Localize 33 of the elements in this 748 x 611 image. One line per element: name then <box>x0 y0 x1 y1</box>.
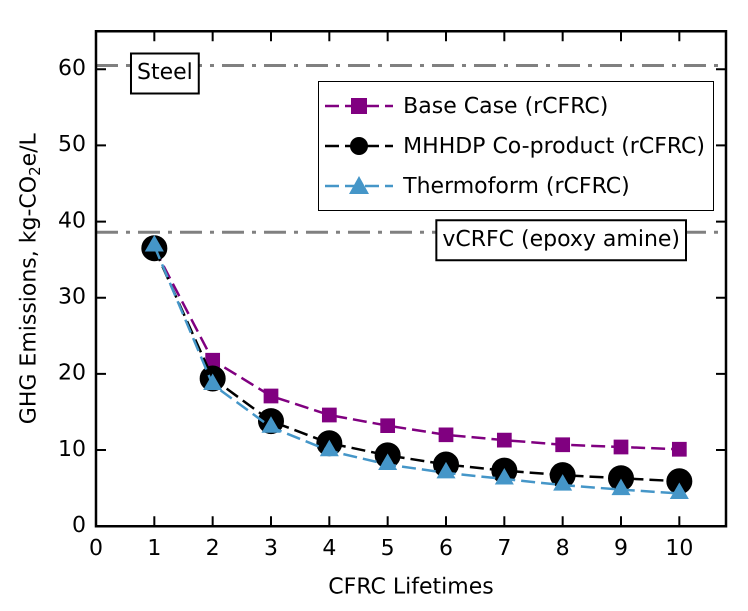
y-tick-label: 40 <box>58 208 86 234</box>
x-axis-title: CFRC Lifetimes <box>328 574 494 600</box>
x-tick-label: 9 <box>614 536 628 562</box>
x-tick-label: 8 <box>556 536 570 562</box>
y-tick-label: 30 <box>58 284 86 310</box>
y-tick-label: 50 <box>58 132 86 158</box>
x-tick-label: 3 <box>264 536 278 562</box>
y-tick-label: 0 <box>72 512 86 538</box>
y-tick-label: 60 <box>58 56 86 81</box>
x-tick-label: 1 <box>147 536 162 562</box>
ref-line-label: Steel <box>136 60 193 86</box>
x-tick-label: 5 <box>380 536 395 562</box>
point <box>555 437 570 452</box>
point <box>380 418 396 434</box>
legend-label: Base Case (rCFRC) <box>403 94 608 119</box>
x-tick-label: 10 <box>665 536 694 562</box>
y-tick-label: 10 <box>58 436 86 462</box>
legend-label: Thermoform (rCFRC) <box>403 174 630 199</box>
point <box>614 440 628 454</box>
x-tick-label: 0 <box>88 536 103 562</box>
legend-label: MHHDP Co-product (rCFRC) <box>403 134 705 159</box>
point <box>496 432 512 448</box>
x-tick-label: 4 <box>322 536 336 562</box>
ref-line-label: vCRFC (epoxy amine) <box>442 226 680 252</box>
point <box>438 427 454 442</box>
point <box>672 442 687 457</box>
y-axis-title: GHG Emissions, kg-CO2e/L <box>16 132 44 424</box>
x-tick-label: 2 <box>206 536 220 562</box>
point <box>264 388 278 404</box>
point <box>322 408 337 422</box>
y-tick-label: 20 <box>58 360 86 386</box>
x-tick-label: 7 <box>497 536 512 562</box>
x-tick-label: 6 <box>438 536 453 562</box>
